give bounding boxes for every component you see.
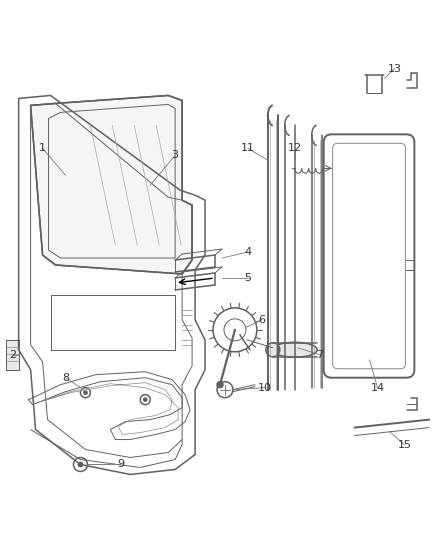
Text: 8: 8	[62, 373, 69, 383]
Text: 1: 1	[39, 143, 46, 154]
Circle shape	[83, 391, 88, 394]
Text: 15: 15	[397, 440, 411, 449]
Text: 12: 12	[288, 143, 302, 154]
Text: 7: 7	[316, 350, 323, 360]
Polygon shape	[6, 340, 19, 370]
Polygon shape	[31, 95, 192, 274]
Text: 2: 2	[9, 350, 16, 360]
Text: 13: 13	[388, 63, 402, 74]
Circle shape	[217, 382, 223, 387]
Circle shape	[143, 398, 147, 402]
Text: 11: 11	[241, 143, 255, 154]
Circle shape	[266, 343, 280, 357]
Text: 4: 4	[244, 247, 251, 257]
Text: 5: 5	[244, 273, 251, 283]
Text: 10: 10	[258, 383, 272, 393]
Text: 14: 14	[371, 383, 385, 393]
Text: 3: 3	[172, 150, 179, 160]
Circle shape	[78, 462, 83, 467]
Text: 6: 6	[258, 315, 265, 325]
Ellipse shape	[272, 342, 317, 357]
Text: 9: 9	[117, 459, 124, 470]
